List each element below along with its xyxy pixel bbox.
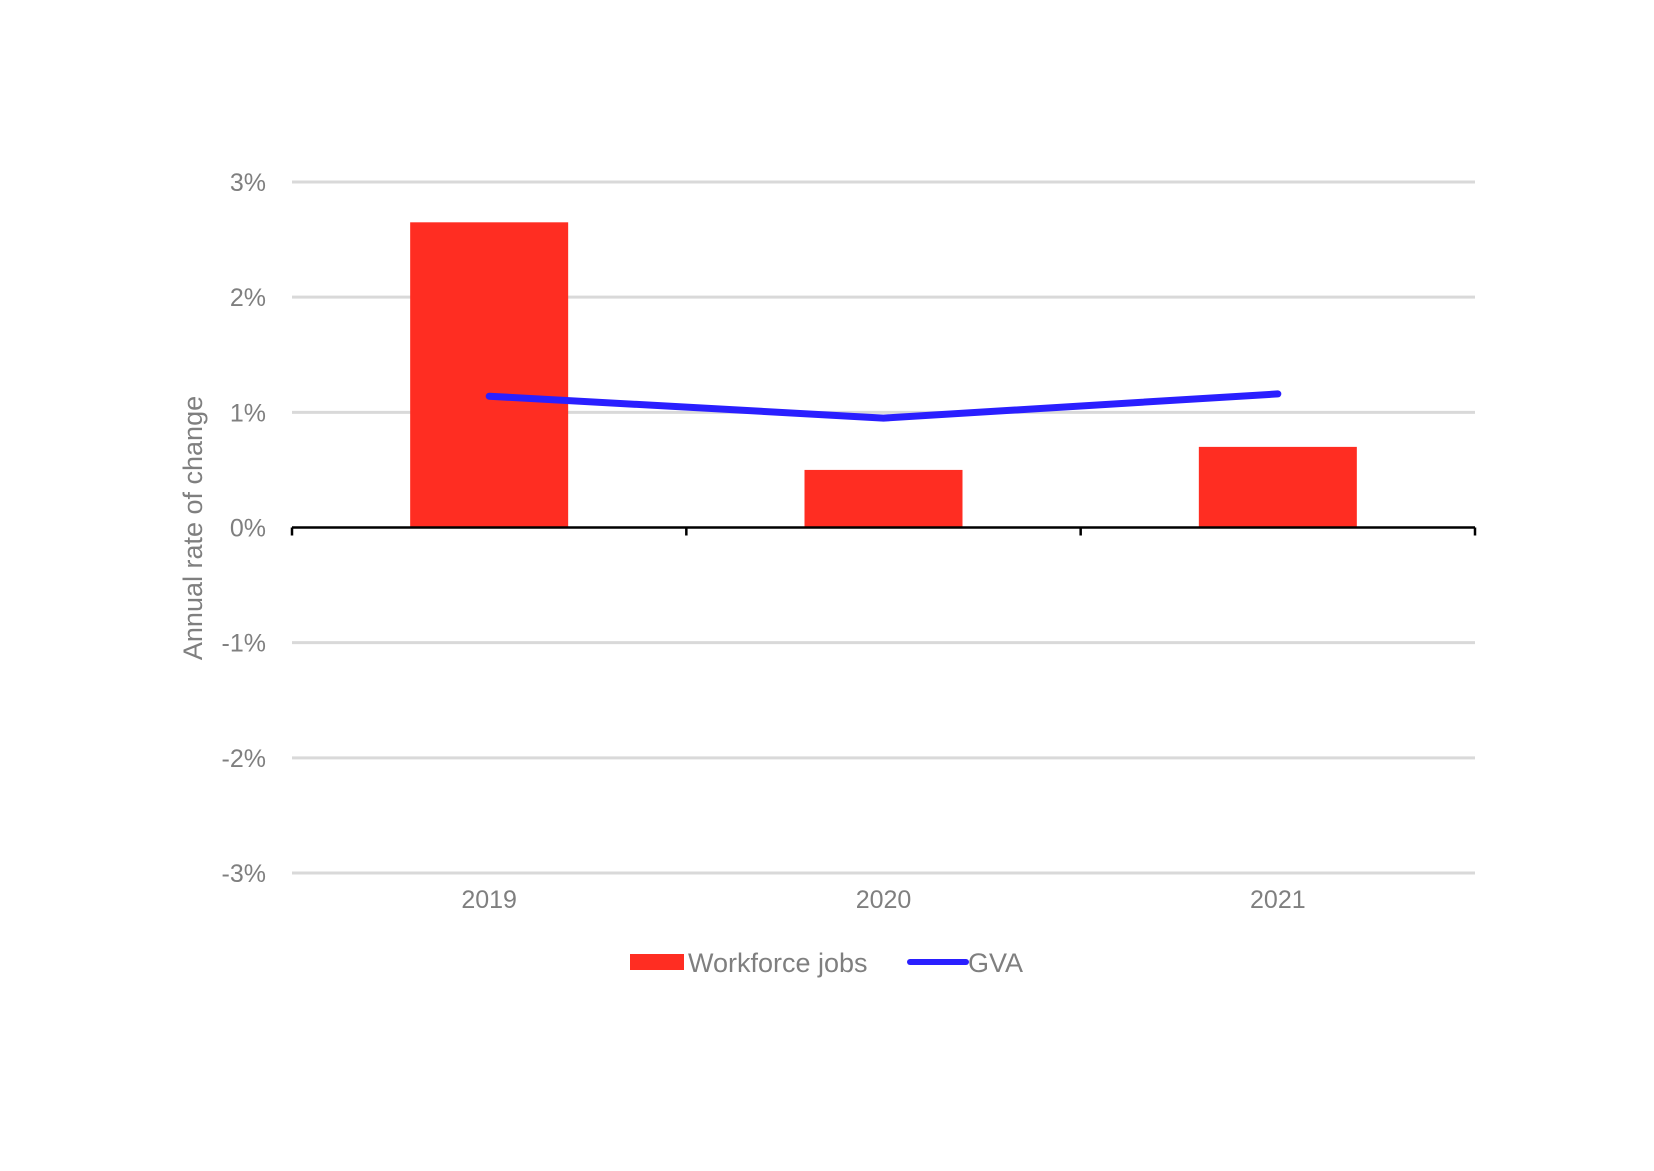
y-tick-label: 3% (230, 169, 266, 197)
y-tick-label: -1% (222, 630, 266, 658)
line-gva (485, 390, 1282, 422)
x-axis-tick-labels: 2019 2020 2021 (461, 886, 1305, 914)
line-series (485, 390, 1282, 422)
y-tick-label: -3% (222, 860, 266, 888)
bar-workforce-jobs (804, 469, 963, 528)
legend-label-workforce-jobs: Workforce jobs (688, 948, 868, 978)
x-tick-label: 2019 (461, 886, 517, 914)
legend: Workforce jobs GVA (630, 948, 1023, 978)
y-tick-label: 0% (230, 515, 266, 543)
bar-series (410, 222, 1357, 528)
y-tick-label: 1% (230, 399, 266, 427)
x-tick-label: 2020 (856, 886, 912, 914)
legend-label-gva: GVA (968, 948, 1023, 978)
bar-workforce-jobs (410, 222, 569, 528)
y-tick-label: -2% (222, 745, 266, 773)
legend-swatch-workforce-jobs (630, 954, 684, 970)
y-tick-label: 2% (230, 284, 266, 312)
bar-workforce-jobs (1198, 446, 1357, 528)
y-axis-tick-labels: 3% 2% 1% 0% -1% -2% -3% (222, 169, 266, 888)
y-axis-title: Annual rate of change (178, 396, 208, 660)
x-tick-label: 2021 (1250, 886, 1306, 914)
x-axis (290, 526, 1477, 536)
